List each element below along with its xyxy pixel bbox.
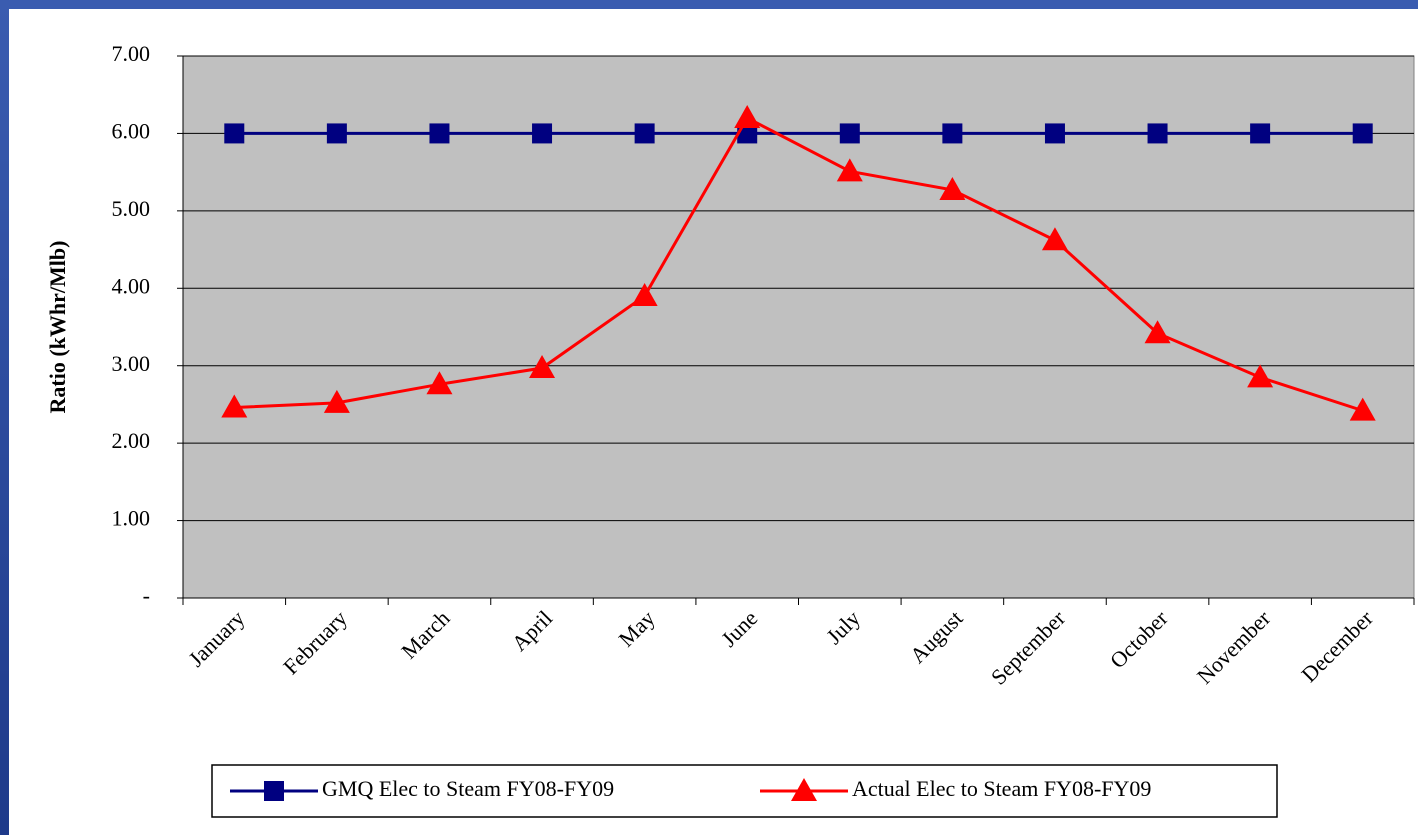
data-point bbox=[1044, 123, 1065, 144]
data-point bbox=[836, 158, 863, 182]
y-tick-label: 5.00 bbox=[112, 196, 151, 221]
legend-marker bbox=[791, 778, 817, 801]
y-tick-label: 7.00 bbox=[112, 41, 151, 66]
y-tick-label: - bbox=[143, 583, 150, 608]
series-line bbox=[234, 115, 1364, 413]
y-tick-label: 1.00 bbox=[112, 506, 151, 531]
data-point bbox=[734, 104, 761, 128]
data-point bbox=[326, 123, 347, 144]
legend-marker bbox=[264, 781, 284, 801]
legend-label: GMQ Elec to Steam FY08-FY09 bbox=[322, 776, 614, 801]
data-point bbox=[426, 371, 453, 395]
y-tick-label: 2.00 bbox=[112, 428, 151, 453]
data-point bbox=[323, 389, 350, 413]
data-point bbox=[1247, 364, 1274, 388]
data-point bbox=[429, 123, 450, 144]
data-point bbox=[1147, 123, 1168, 144]
plot-area bbox=[182, 55, 1415, 599]
data-point bbox=[1041, 227, 1068, 251]
data-point bbox=[1352, 123, 1373, 144]
data-point bbox=[529, 355, 556, 379]
data-point bbox=[942, 123, 963, 144]
data-point bbox=[221, 394, 248, 418]
y-tick-label: 3.00 bbox=[112, 351, 151, 376]
legend bbox=[211, 764, 1278, 818]
legend-label: Actual Elec to Steam FY08-FY09 bbox=[852, 776, 1151, 801]
data-point bbox=[631, 283, 658, 307]
y-tick-label: 6.00 bbox=[112, 118, 151, 143]
y-axis-label: Ratio (kWhr/Mlb) bbox=[45, 241, 70, 414]
data-point bbox=[1250, 123, 1271, 144]
data-point bbox=[1144, 320, 1171, 344]
data-point bbox=[224, 123, 245, 144]
data-point bbox=[634, 123, 655, 144]
y-tick-label: 4.00 bbox=[112, 273, 151, 298]
data-point bbox=[939, 176, 966, 200]
data-point bbox=[1349, 397, 1376, 421]
data-point bbox=[839, 123, 860, 144]
data-point bbox=[532, 123, 553, 144]
